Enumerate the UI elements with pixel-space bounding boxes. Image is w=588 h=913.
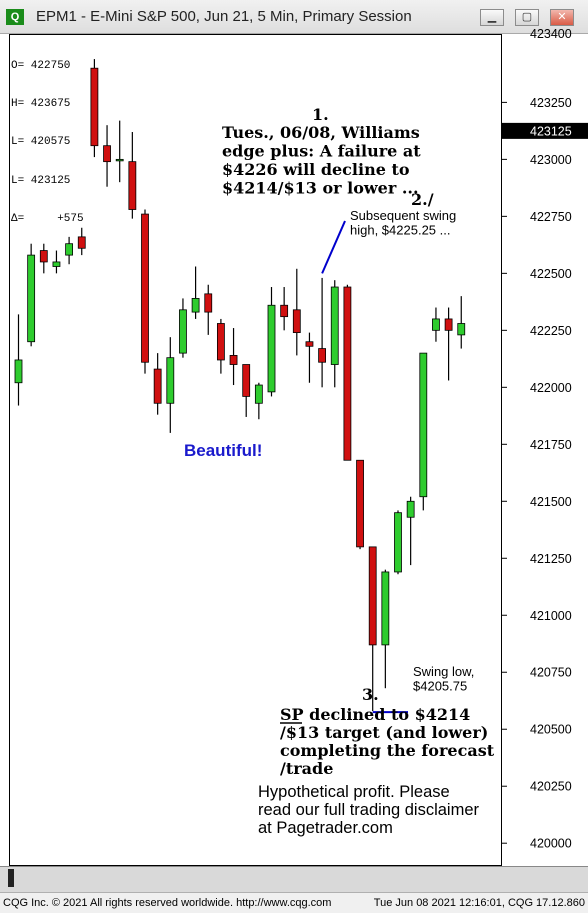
point2-text-line: high, $4225.25 ... — [350, 223, 450, 238]
point3-text-line: /trade — [280, 759, 333, 778]
candle-down — [356, 459, 364, 548]
candle-up — [406, 500, 415, 518]
point3-text-line: SP declined to $4214 — [280, 705, 470, 724]
minimize-button[interactable]: ▁ — [480, 9, 504, 26]
candle-up — [27, 254, 36, 343]
price-axis[interactable] — [502, 34, 588, 866]
candle-down — [128, 161, 137, 210]
candle-up — [330, 286, 339, 365]
candle-down — [280, 304, 289, 318]
beautiful-label: Beautiful! — [184, 441, 262, 460]
timestamp-text: Tue Jun 08 2021 12:16:01, CQG 17.12.860 — [373, 897, 585, 909]
close-button[interactable]: ✕ — [550, 9, 574, 26]
candle-down — [368, 546, 377, 646]
disclaimer-text-line: at Pagetrader.com — [258, 819, 393, 837]
candle-up — [14, 359, 23, 384]
point1-text-line: Tues., 06/08, Williams — [222, 123, 420, 142]
ohlc-readout: O= 422750 H= 423675 L= 420575 L= 423125 … — [11, 34, 84, 239]
candle-up — [457, 323, 466, 336]
y-tick-label: 422500 — [530, 267, 572, 281]
y-tick-label: 421750 — [530, 438, 572, 452]
candle-down — [292, 309, 301, 334]
ohlc-open: O= 422750 — [11, 59, 71, 72]
y-tick-label: 422250 — [530, 324, 572, 338]
candle-up — [267, 304, 276, 393]
candle-up — [394, 512, 402, 573]
y-tick-label: 422750 — [530, 210, 572, 224]
disclaimer-text-line: read our full trading disclaimer — [258, 801, 480, 819]
candle-up — [179, 309, 187, 354]
point1-text-line: $4214/$13 or lower ... — [222, 179, 419, 198]
candle-up — [381, 571, 390, 646]
candle-down — [90, 67, 99, 147]
candle-up — [254, 384, 263, 404]
swing-low-text-line: Swing low, — [413, 664, 474, 679]
candle-down — [343, 286, 352, 461]
last-price-label: 423125 — [530, 124, 572, 138]
point3-text-line: /$13 target (and lower) — [280, 723, 488, 742]
app-icon: Q — [6, 9, 24, 25]
copyright-text: CQG Inc. © 2021 All rights reserved worl… — [3, 897, 332, 909]
status-bar: CQG Inc. © 2021 All rights reserved worl… — [0, 892, 588, 913]
point3-text-line: completing the forecast — [280, 741, 495, 760]
candle-up — [115, 158, 124, 162]
window-titlebar: Q EPM1 - E-Mini S&P 500, Jun 21, 5 Min, … — [0, 0, 588, 34]
y-tick-label: 420000 — [530, 837, 572, 851]
candle-up — [191, 298, 200, 313]
swing-low-text-line: $4205.75 — [413, 679, 467, 694]
time-scroll-thumb[interactable] — [8, 869, 14, 887]
y-tick-label-partial: 423400 — [530, 27, 572, 41]
disclaimer-text-line: Hypothetical profit. Please — [258, 783, 450, 801]
candle-up — [166, 357, 175, 404]
ohlc-low: L= 420575 — [11, 136, 71, 149]
window-title: EPM1 - E-Mini S&P 500, Jun 21, 5 Min, Pr… — [36, 8, 412, 25]
time-axis[interactable] — [0, 866, 588, 892]
y-tick-label: 420500 — [530, 723, 572, 737]
y-tick-label: 420750 — [530, 666, 572, 680]
candle-down — [216, 323, 225, 361]
ohlc-high: H= 423675 — [11, 97, 71, 110]
candle-down — [204, 293, 213, 313]
ohlc-delta: Δ= +575 — [11, 213, 84, 226]
candle-up — [65, 243, 73, 256]
candle-up — [432, 318, 440, 331]
y-tick-label: 421250 — [530, 552, 572, 566]
y-tick-label: 421000 — [530, 609, 572, 623]
point1-text-line: $4226 will decline to — [222, 160, 410, 179]
point2-label: 2./ — [411, 190, 434, 209]
y-tick-label: 421500 — [530, 495, 572, 509]
candle-down — [103, 145, 111, 163]
ohlc-last: L= 423125 — [11, 174, 71, 187]
candle-up — [419, 352, 428, 498]
y-tick-label: 420250 — [530, 780, 572, 794]
candle-down — [153, 368, 162, 404]
candle-down — [77, 236, 86, 249]
swing-high-annotation-line — [321, 220, 346, 274]
candle-down — [444, 318, 453, 331]
candle-down — [318, 348, 327, 363]
point1-label: 1. — [312, 105, 329, 124]
y-tick-label: 422000 — [530, 381, 572, 395]
candle-down — [141, 213, 149, 363]
candle-down — [305, 341, 314, 347]
last-price-marker — [502, 122, 588, 139]
point3-label: 3. — [362, 685, 379, 704]
candle-up — [52, 261, 61, 267]
restore-button[interactable]: ▢ — [515, 9, 539, 26]
y-tick-label: 423000 — [530, 153, 572, 167]
candle-down — [39, 250, 48, 263]
y-tick-label: 423250 — [530, 96, 572, 110]
point1-text-line: edge plus: A failure at — [222, 142, 421, 161]
candle-down — [229, 355, 238, 365]
point2-text-line: Subsequent swing — [350, 208, 456, 223]
candle-down — [242, 364, 251, 397]
